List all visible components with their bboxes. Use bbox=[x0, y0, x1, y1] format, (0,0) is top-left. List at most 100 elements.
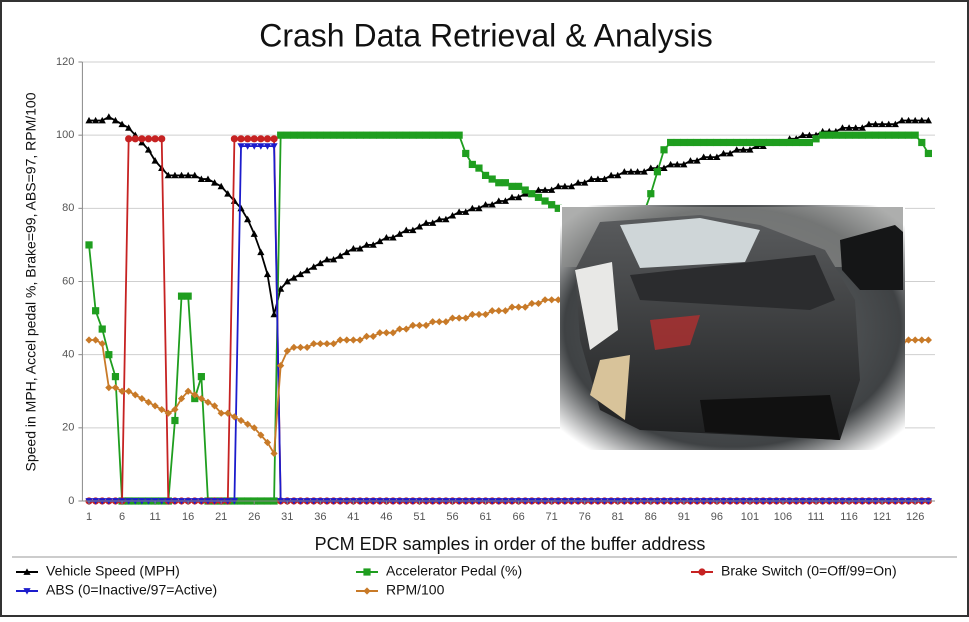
marker bbox=[528, 299, 536, 308]
marker bbox=[138, 394, 146, 403]
marker bbox=[515, 193, 523, 201]
photo-windshield bbox=[620, 218, 760, 268]
marker bbox=[680, 138, 688, 147]
marker bbox=[878, 131, 886, 139]
marker bbox=[805, 138, 814, 147]
marker bbox=[85, 336, 93, 344]
marker bbox=[184, 387, 192, 395]
x-tick-label: 111 bbox=[808, 511, 825, 523]
marker bbox=[772, 138, 780, 147]
photo-debris bbox=[590, 355, 630, 420]
marker bbox=[244, 135, 252, 143]
marker bbox=[488, 201, 496, 208]
y-tick-label: 100 bbox=[56, 129, 74, 141]
marker bbox=[700, 138, 708, 147]
marker bbox=[865, 120, 873, 128]
marker bbox=[250, 135, 258, 143]
marker bbox=[224, 190, 232, 197]
marker bbox=[92, 307, 100, 315]
photo-bumper bbox=[700, 395, 840, 440]
marker bbox=[541, 197, 549, 205]
marker bbox=[316, 340, 324, 348]
marker bbox=[310, 340, 318, 348]
marker bbox=[805, 131, 814, 139]
marker bbox=[435, 131, 443, 139]
marker bbox=[785, 138, 794, 147]
marker bbox=[363, 131, 371, 139]
marker bbox=[455, 314, 463, 322]
marker bbox=[263, 143, 272, 150]
marker bbox=[197, 175, 205, 182]
marker bbox=[448, 314, 457, 322]
y-tick-label: 120 bbox=[56, 56, 74, 68]
marker bbox=[356, 131, 364, 139]
marker bbox=[184, 292, 192, 300]
marker bbox=[356, 244, 364, 252]
marker bbox=[277, 131, 285, 139]
marker bbox=[415, 223, 424, 230]
x-tick-label: 6 bbox=[119, 511, 125, 523]
marker bbox=[832, 131, 840, 139]
x-tick-label: 126 bbox=[906, 511, 924, 523]
marker bbox=[871, 120, 880, 128]
marker bbox=[429, 219, 437, 226]
marker bbox=[581, 179, 589, 186]
marker bbox=[118, 120, 126, 128]
marker bbox=[911, 336, 919, 344]
marker bbox=[429, 131, 437, 139]
x-tick-label: 51 bbox=[413, 511, 425, 523]
marker bbox=[746, 138, 754, 147]
marker bbox=[442, 318, 450, 326]
marker bbox=[23, 568, 31, 575]
marker bbox=[495, 307, 503, 315]
marker bbox=[468, 204, 476, 212]
marker bbox=[270, 310, 278, 318]
marker bbox=[349, 244, 357, 252]
marker bbox=[283, 347, 291, 355]
marker bbox=[495, 179, 503, 187]
marker bbox=[376, 237, 384, 245]
marker bbox=[164, 409, 172, 417]
marker bbox=[177, 292, 186, 300]
marker bbox=[521, 186, 529, 194]
marker bbox=[164, 171, 172, 179]
marker bbox=[204, 398, 212, 406]
marker bbox=[871, 131, 880, 139]
marker bbox=[191, 391, 199, 399]
marker bbox=[111, 373, 120, 381]
x-tick-label: 106 bbox=[774, 511, 792, 523]
marker bbox=[448, 212, 457, 219]
marker bbox=[488, 307, 496, 315]
marker bbox=[660, 164, 668, 171]
marker bbox=[363, 587, 371, 595]
marker bbox=[105, 351, 113, 359]
marker bbox=[363, 568, 371, 576]
marker bbox=[151, 402, 159, 410]
marker bbox=[151, 157, 159, 164]
marker bbox=[706, 138, 714, 147]
marker bbox=[270, 135, 278, 143]
x-tick-label: 1 bbox=[86, 511, 92, 523]
marker bbox=[918, 116, 926, 124]
marker bbox=[435, 318, 443, 326]
marker bbox=[237, 143, 245, 150]
marker bbox=[343, 336, 351, 344]
marker bbox=[349, 131, 357, 139]
marker bbox=[349, 336, 357, 344]
marker bbox=[409, 321, 417, 329]
marker bbox=[422, 321, 430, 329]
photo-door bbox=[575, 262, 618, 350]
marker bbox=[812, 135, 820, 143]
marker bbox=[409, 226, 417, 234]
marker bbox=[620, 168, 628, 175]
marker bbox=[904, 336, 913, 344]
marker bbox=[105, 383, 113, 392]
marker bbox=[257, 431, 265, 439]
marker bbox=[918, 138, 926, 147]
marker bbox=[429, 318, 437, 326]
marker bbox=[904, 116, 913, 124]
marker bbox=[462, 208, 470, 215]
marker bbox=[885, 131, 893, 139]
marker bbox=[111, 383, 120, 392]
x-tick-label: 66 bbox=[512, 511, 524, 523]
